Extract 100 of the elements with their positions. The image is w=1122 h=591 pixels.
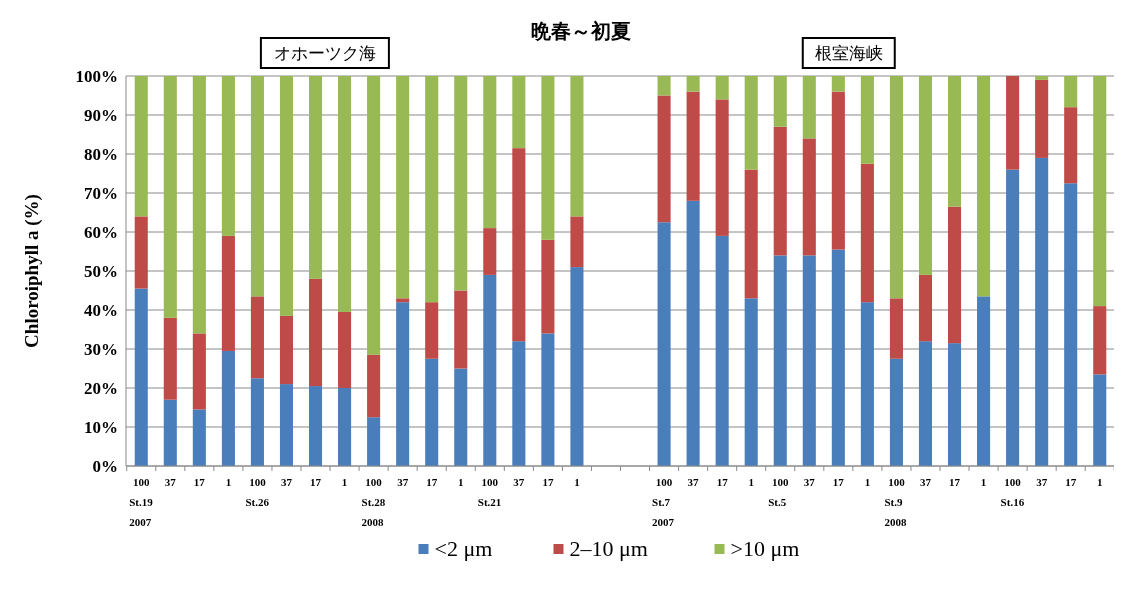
bar — [454, 368, 468, 466]
bar — [1006, 169, 1020, 466]
bar — [1006, 76, 1020, 170]
bar — [686, 76, 700, 92]
bar — [221, 350, 235, 466]
bar — [831, 249, 845, 466]
bar — [192, 333, 206, 410]
bar — [802, 255, 816, 466]
y-tick-label: 20% — [84, 378, 118, 398]
x-tick-label: 1 — [225, 476, 232, 488]
bar — [512, 341, 526, 466]
bar — [1064, 107, 1078, 184]
x-tick-label: 1 — [458, 476, 464, 488]
bar — [163, 399, 177, 466]
bar — [744, 298, 758, 466]
bar — [1064, 183, 1078, 466]
y-tick-label: 100% — [75, 66, 118, 86]
bar — [773, 126, 787, 256]
x-tick-label: 100 St.5 — [768, 476, 789, 508]
legend-label: 2–10 μm — [569, 536, 648, 561]
bar — [541, 239, 555, 334]
x-tick-label: 1 — [574, 476, 580, 488]
y-tick-label: 10% — [84, 417, 118, 437]
y-tick-label: 40% — [84, 300, 118, 320]
bar — [250, 296, 264, 379]
bar — [1064, 76, 1078, 108]
bar — [889, 358, 903, 466]
bar — [279, 384, 294, 466]
bar — [831, 76, 845, 92]
bar — [918, 274, 933, 342]
bar — [715, 76, 729, 100]
bar — [134, 288, 148, 466]
x-tick-label: 1 — [341, 476, 348, 488]
bar — [279, 315, 294, 385]
x-tick-label: 100 St.26 — [245, 476, 270, 508]
bar — [657, 95, 671, 223]
x-tick-label: 37 — [687, 476, 700, 488]
bar — [802, 138, 816, 256]
x-tick-label: 100 St.19 2007 — [129, 476, 154, 528]
bar — [744, 76, 758, 170]
bar — [338, 311, 352, 388]
x-tick-label: 1 — [748, 476, 754, 488]
bar — [425, 358, 439, 466]
bar — [1093, 374, 1107, 466]
bar — [831, 91, 845, 250]
x-tick-label: 37 — [397, 476, 409, 488]
y-tick-label: 50% — [84, 261, 118, 281]
x-tick-label: 100 St.28 2008 — [361, 476, 386, 528]
bar — [860, 302, 874, 466]
bar — [425, 76, 439, 303]
x-tick-label: 100 St.7 2007 — [652, 476, 675, 528]
x-tick-label: 1 — [980, 476, 987, 488]
bar — [773, 76, 787, 127]
bar — [134, 76, 148, 217]
bar — [367, 354, 381, 418]
bar — [773, 255, 787, 466]
bar — [1035, 79, 1049, 158]
bar — [396, 302, 410, 466]
y-tick-label: 0% — [92, 456, 118, 476]
bar — [512, 148, 526, 342]
bar — [1093, 76, 1107, 307]
bar — [686, 91, 700, 201]
bar — [221, 235, 235, 351]
bar — [570, 76, 584, 217]
y-axis-title: Chloroiphyll a (%) — [21, 194, 43, 348]
bar — [250, 378, 264, 466]
bar — [889, 76, 903, 299]
bar — [918, 341, 933, 466]
bar — [860, 163, 874, 303]
bar — [454, 76, 468, 291]
text: 根室海峡 — [814, 44, 883, 63]
bar — [221, 76, 235, 236]
bar — [163, 317, 177, 400]
bar — [657, 222, 671, 466]
bar — [570, 267, 584, 466]
bar — [425, 302, 439, 359]
bar — [338, 76, 352, 312]
bar — [715, 235, 729, 466]
bar — [657, 76, 671, 96]
x-tick-label: 1 — [1097, 476, 1103, 488]
bar — [947, 343, 962, 466]
x-tick-label: 37 — [164, 476, 177, 488]
bar — [308, 76, 323, 279]
text: オホーツク海 — [273, 44, 376, 63]
bar — [977, 296, 991, 466]
x-tick-label: 37 — [280, 476, 293, 488]
y-tick-label: 80% — [84, 144, 118, 164]
x-tick-label: 100 St.9 2008 — [884, 476, 907, 528]
x-tick-label: 17 — [949, 476, 961, 488]
bar — [541, 76, 555, 240]
bar — [889, 298, 903, 359]
bar — [1093, 306, 1107, 375]
x-tick-label: 37 — [513, 476, 525, 488]
bar — [454, 290, 468, 369]
bar — [250, 76, 264, 297]
bar — [483, 274, 497, 466]
bar — [308, 386, 323, 466]
bar — [192, 409, 206, 466]
bar — [977, 76, 991, 297]
bar — [367, 417, 381, 466]
